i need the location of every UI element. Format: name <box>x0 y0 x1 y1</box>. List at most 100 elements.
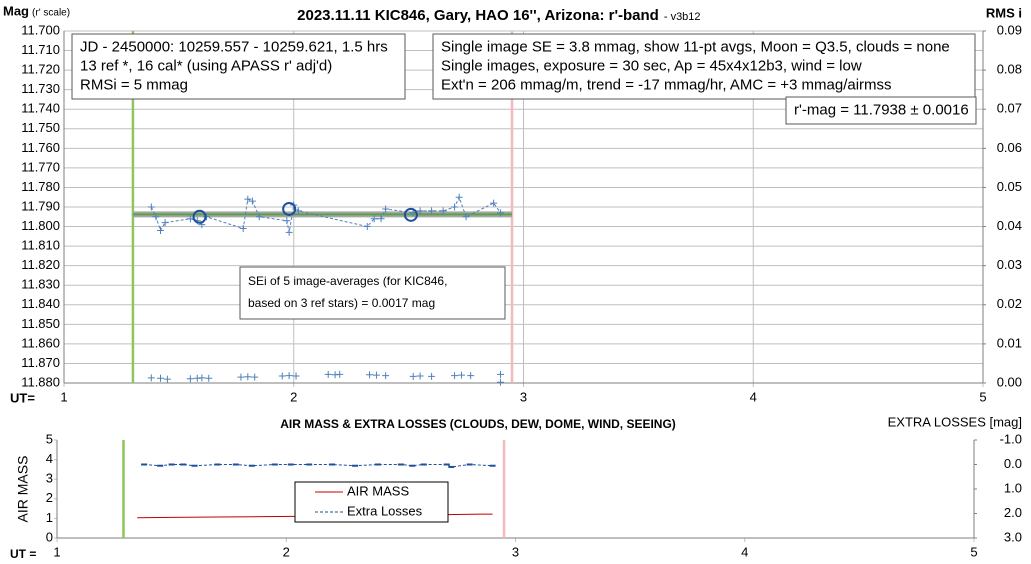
point-marker <box>163 375 171 383</box>
point-marker <box>278 372 286 380</box>
annotation-box <box>239 266 506 320</box>
y2-tick-label: 0.07 <box>997 101 1022 116</box>
y-tick-label: 4 <box>46 451 53 466</box>
point-marker <box>363 223 371 231</box>
chart-subtitle: - v3b12 <box>664 11 701 23</box>
chart-title: 2023.11.11 KIC846, Gary, HAO 16'', Arizo… <box>297 7 659 24</box>
point-marker <box>416 372 424 380</box>
point-marker <box>439 207 447 215</box>
y-tick-label: 11.810 <box>21 238 60 253</box>
point-marker <box>237 373 245 381</box>
y2-tick-label: 0.05 <box>997 179 1022 194</box>
point-marker <box>161 219 169 227</box>
point-marker <box>428 207 436 215</box>
annotation-text: Single images, exposure = 30 sec, Ap = 4… <box>441 57 862 74</box>
x-tick-label: 2 <box>290 389 297 404</box>
y-tick-label: 11.700 <box>21 22 60 37</box>
y-tick-label: 5 <box>46 431 53 446</box>
annotation-text: RMSi = 5 mmag <box>80 76 188 93</box>
y-tick-label: 11.860 <box>21 335 60 350</box>
point-marker <box>451 372 459 380</box>
average-marker <box>403 207 418 222</box>
y-tick-label: 11.870 <box>21 355 60 370</box>
annotation-text: Single image SE = 3.8 mmag, show 11-pt a… <box>441 38 950 55</box>
point-marker <box>382 205 390 213</box>
x-tick-label: 4 <box>741 544 748 559</box>
point-marker <box>152 213 160 221</box>
point-marker <box>251 373 259 381</box>
y-tick-label: 0 <box>46 529 53 544</box>
point-marker <box>467 372 475 380</box>
point-marker <box>457 371 465 379</box>
y2-tick-label: 0.02 <box>997 296 1022 311</box>
point-marker <box>497 209 505 217</box>
legend-label: AIR MASS <box>347 483 409 498</box>
y2-tick-label: 0.03 <box>997 257 1022 272</box>
point-marker <box>336 370 344 378</box>
average-marker <box>192 209 207 224</box>
point-marker <box>147 203 155 211</box>
y2-tick-label: 0.06 <box>997 140 1022 155</box>
y-tick-label: 11.880 <box>21 374 60 389</box>
y-tick-label: 11.760 <box>21 140 60 155</box>
y-tick-label: 1 <box>46 510 53 525</box>
annotation-text: based on 3 ref stars) = 0.0017 mag <box>248 296 435 310</box>
x-tick-label: 5 <box>979 389 986 404</box>
point-marker <box>248 197 256 205</box>
y-tick-label: 11.790 <box>21 198 60 213</box>
y2-tick-label: 3.0 <box>1004 529 1022 544</box>
y-tick-label: 11.780 <box>21 179 60 194</box>
point-marker <box>186 215 194 223</box>
x-tick-label: 3 <box>512 544 519 559</box>
y2-tick-label: 2.0 <box>1004 505 1022 520</box>
annotation-box <box>785 96 977 125</box>
x-axis-label: UT = <box>10 547 36 561</box>
average-marker <box>282 201 297 216</box>
point-marker <box>382 372 390 380</box>
point-marker <box>372 371 380 379</box>
y2-tick-label: -1.0 <box>1000 431 1022 446</box>
point-marker <box>409 372 417 380</box>
point-marker <box>285 372 293 380</box>
y2-axis-label: RMS i <box>986 5 1022 20</box>
y-axis-label: Mag <box>3 3 29 18</box>
y-axis-label-note: (r' scale) <box>32 8 70 19</box>
point-marker <box>324 370 332 378</box>
y-tick-label: 11.800 <box>21 218 60 233</box>
point-marker <box>497 378 505 386</box>
point-marker <box>244 373 252 381</box>
point-marker <box>370 215 378 223</box>
point-marker <box>147 374 155 382</box>
y-tick-label: 11.730 <box>21 81 60 96</box>
point-marker <box>156 374 164 382</box>
y-tick-label: 11.710 <box>21 42 60 57</box>
y-tick-label: 11.770 <box>21 159 60 174</box>
chart-title: AIR MASS & EXTRA LOSSES (CLOUDS, DEW, DO… <box>280 417 676 431</box>
x-tick-label: 1 <box>60 389 67 404</box>
y-tick-label: 11.820 <box>21 257 60 272</box>
point-marker <box>285 228 293 236</box>
x-tick-label: 2 <box>283 544 290 559</box>
annotation-text: 13 ref *, 16 cal* (using APASS r' adj'd) <box>80 57 332 74</box>
y-tick-label: 11.740 <box>21 101 60 116</box>
annotation-text: SEi of 5 image-averages (for KIC846, <box>248 274 447 288</box>
y2-axis-label: EXTRA LOSSES [mag] <box>888 414 1022 429</box>
y-tick-label: 11.840 <box>21 296 60 311</box>
annotation-box <box>71 33 406 100</box>
y2-tick-label: 0.09 <box>997 22 1022 37</box>
annotation-text: r'-mag = 11.7938 ± 0.0016 <box>794 101 969 118</box>
x-axis-label: UT= <box>10 390 35 405</box>
point-marker <box>283 217 291 225</box>
point-marker <box>244 195 252 203</box>
x-tick-label: 1 <box>53 544 60 559</box>
point-marker <box>451 203 459 211</box>
y-tick-label: 11.850 <box>21 316 60 331</box>
y-axis-label: AIR MASS <box>15 456 31 523</box>
x-tick-label: 4 <box>750 389 757 404</box>
y2-tick-label: 0.08 <box>997 62 1022 77</box>
point-marker <box>497 370 505 378</box>
point-marker <box>455 193 463 201</box>
y2-tick-label: 0.00 <box>997 374 1022 389</box>
y2-tick-label: 1.0 <box>1004 480 1022 495</box>
